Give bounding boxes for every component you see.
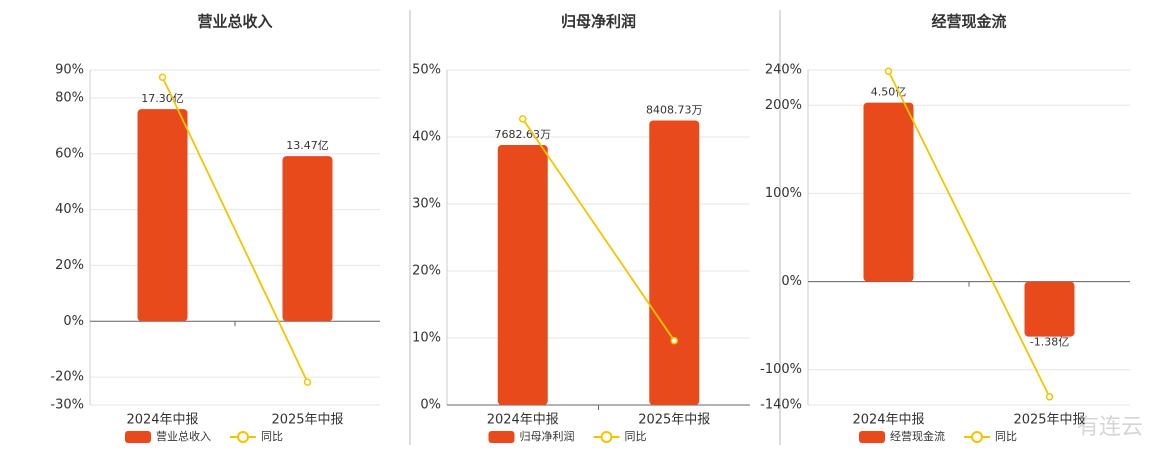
value-label: 8408.73万: [646, 103, 703, 116]
x-tick-label: 2025年中报: [271, 413, 343, 428]
bar: [863, 102, 914, 282]
chart-title: 归母净利润: [561, 13, 636, 31]
x-tick-label: 2024年中报: [487, 413, 559, 428]
y-tick-label: 40%: [55, 202, 84, 217]
line-point: [1045, 393, 1054, 401]
legend-marker: [600, 431, 613, 443]
legend-label: 同比: [261, 430, 283, 443]
legend-marker: [237, 431, 249, 443]
y-tick-label: 20%: [55, 258, 84, 273]
value-label: -1.38亿: [1030, 336, 1069, 349]
y-tick-label: -20%: [50, 370, 84, 385]
legend-label: 经营现金流: [890, 429, 945, 443]
line: [161, 76, 309, 383]
y-tick-label: 10%: [412, 331, 441, 346]
y-tick-label: 0%: [781, 274, 802, 289]
legend-swatch: [488, 431, 515, 443]
x-tick-label: 2025年中报: [1013, 413, 1085, 428]
value-label: 17.30亿: [141, 92, 184, 105]
line-point: [519, 115, 527, 123]
line-point: [303, 378, 312, 386]
y-tick-label: 50%: [412, 63, 441, 78]
line: [522, 118, 675, 342]
x-tick-label: 2024年中报: [126, 413, 198, 428]
y-tick-label: 90%: [55, 63, 84, 78]
line: [887, 70, 1051, 398]
legend-label: 营业总收入: [156, 429, 211, 443]
value-label: 7682.63万: [495, 128, 552, 141]
x-tick-label: 2025年中报: [638, 413, 710, 428]
legend-label: 归母净利润: [520, 429, 575, 443]
y-tick-label: 40%: [412, 130, 441, 145]
bar: [137, 109, 188, 322]
bar: [649, 120, 700, 406]
y-tick-label: 240%: [765, 63, 802, 78]
y-tick-label: 30%: [412, 197, 441, 212]
y-tick-label: 0%: [63, 314, 84, 329]
chart-title: 经营现金流: [931, 13, 1006, 31]
y-tick-label: -30%: [50, 398, 84, 413]
legend-swatch: [125, 431, 151, 443]
y-tick-label: 80%: [55, 90, 84, 105]
legend-swatch: [859, 431, 885, 443]
legend-marker: [971, 431, 983, 443]
y-tick-label: 20%: [412, 264, 441, 279]
y-tick-label: 200%: [765, 98, 802, 113]
bar: [1024, 281, 1075, 337]
y-tick-label: 60%: [55, 146, 84, 161]
bar: [497, 145, 548, 405]
chart-title: 营业总收入: [197, 13, 272, 31]
y-tick-label: -140%: [760, 398, 802, 413]
line-point: [158, 73, 167, 82]
y-tick-label: -100%: [760, 362, 802, 377]
y-tick-label: 100%: [765, 186, 802, 201]
x-tick-label: 2024年中报: [852, 413, 924, 428]
value-label: 13.47亿: [286, 139, 329, 152]
y-tick-label: 0%: [420, 398, 441, 413]
line-point: [884, 67, 893, 75]
bar: [282, 156, 333, 322]
legend-label: 同比: [625, 430, 647, 443]
line-point: [670, 336, 678, 345]
watermark: 有连云: [1077, 415, 1143, 440]
legend-label: 同比: [995, 430, 1017, 443]
